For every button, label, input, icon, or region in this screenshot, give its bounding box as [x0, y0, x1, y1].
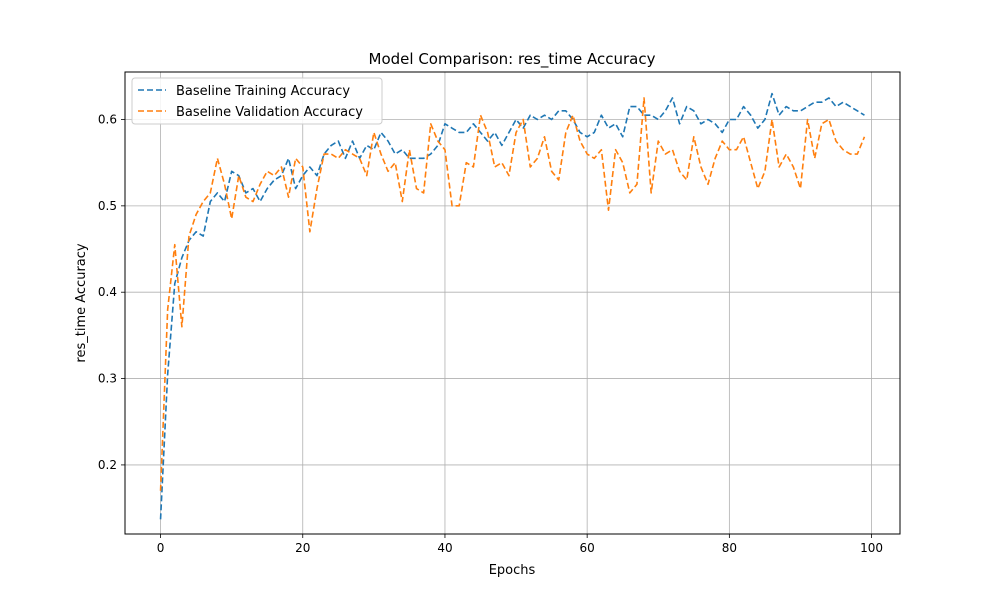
series-layer	[159, 92, 866, 520]
y-tick-label: 0.6	[98, 112, 117, 126]
x-axis-label: Epochs	[489, 563, 536, 578]
plot-frame	[124, 71, 901, 535]
x-tick-label: 20	[295, 541, 310, 555]
y-tick-label: 0.4	[98, 285, 117, 299]
tick-layer: 0 20 40 60 80 100 0.2 0.3 0.4 0.5 0.6	[98, 112, 883, 555]
x-tick-label: 0	[157, 541, 165, 555]
series-line-training	[159, 92, 865, 520]
legend: Baseline Training Accuracy Baseline Vali…	[131, 77, 383, 125]
x-tick-label: 80	[722, 541, 737, 555]
chart-title: Model Comparison: res_time Accuracy	[369, 50, 656, 69]
x-tick-label: 60	[580, 541, 595, 555]
y-tick-label: 0.2	[98, 458, 117, 472]
legend-label-validation: Baseline Validation Accuracy	[176, 105, 363, 120]
x-tick-label: 40	[437, 541, 452, 555]
legend-label-training: Baseline Training Accuracy	[176, 84, 350, 99]
y-tick-label: 0.5	[98, 199, 117, 213]
x-tick-label: 100	[860, 541, 883, 555]
y-axis-label: res_time Accuracy	[74, 243, 89, 362]
legend-box	[131, 77, 383, 125]
y-tick-label: 0.3	[98, 372, 117, 386]
series-line-validation	[159, 97, 866, 491]
